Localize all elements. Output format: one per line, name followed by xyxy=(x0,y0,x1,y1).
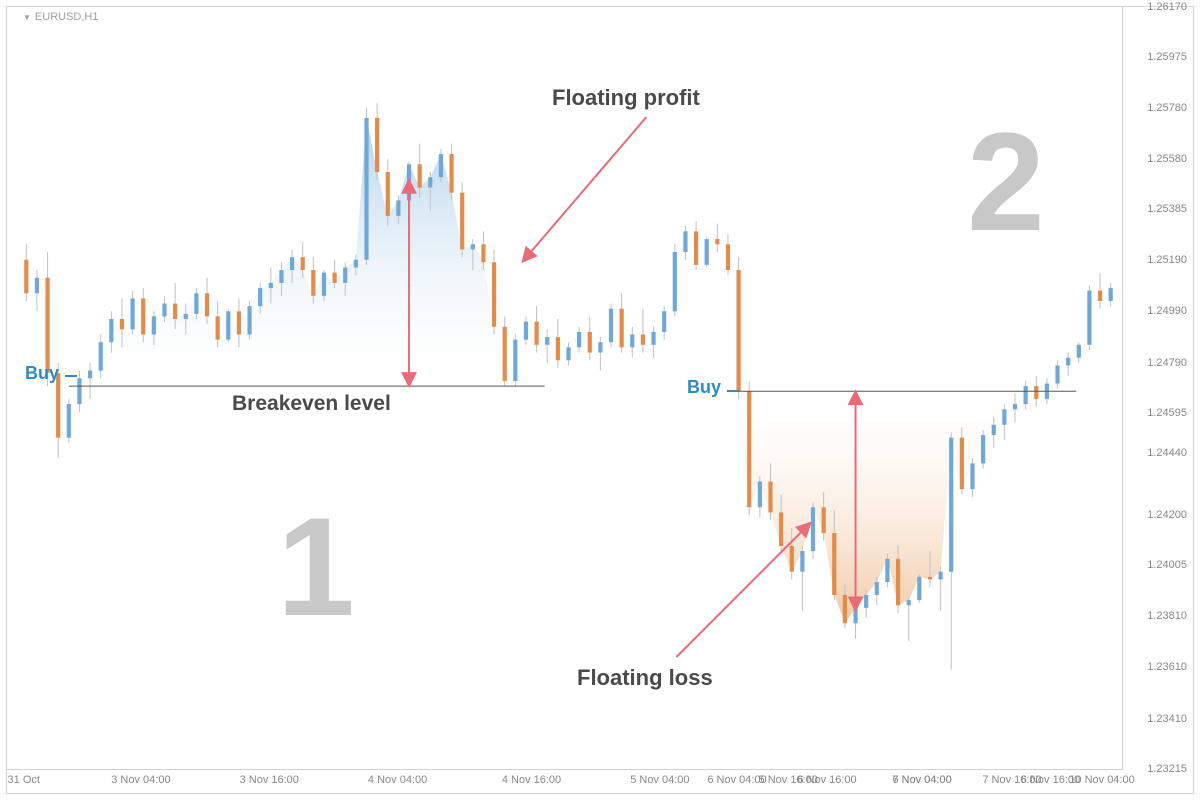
x-tick: 5 Nov 04:00 xyxy=(630,774,689,786)
y-tick: 1.23215 xyxy=(1147,763,1187,775)
y-tick: 1.25975 xyxy=(1147,51,1187,63)
y-tick: 1.24790 xyxy=(1147,357,1187,369)
y-tick: 1.26170 xyxy=(1147,1,1187,13)
chart-container: EURUSD,H1 1 2 Floatin xyxy=(6,6,1194,794)
buy-tick-2 xyxy=(727,390,739,392)
x-tick: 4 Nov 04:00 xyxy=(368,774,427,786)
x-tick: 31 Oct xyxy=(8,774,40,786)
y-tick: 1.24005 xyxy=(1147,559,1187,571)
x-tick: 7 Nov 04:00 xyxy=(892,774,951,786)
y-tick: 1.24595 xyxy=(1147,407,1187,419)
x-axis: 31 Oct 3 Nov 04:00 3 Nov 16:00 4 Nov 04:00 4… xyxy=(7,769,1123,793)
y-tick: 1.25190 xyxy=(1147,254,1187,266)
y-tick: 1.25580 xyxy=(1147,153,1187,165)
floating-loss-label: Floating loss xyxy=(577,665,713,691)
y-tick: 1.25780 xyxy=(1147,102,1187,114)
x-tick: 6 Nov 16:00 xyxy=(797,774,856,786)
buy-label-1: Buy xyxy=(25,363,59,384)
y-tick: 1.23810 xyxy=(1147,610,1187,622)
buy-tick-1 xyxy=(65,375,77,377)
y-tick: 1.23410 xyxy=(1147,713,1187,725)
x-tick: 6 Nov 04:00 xyxy=(707,774,766,786)
x-tick: 3 Nov 16:00 xyxy=(240,774,299,786)
region-number-2: 2 xyxy=(967,112,1045,252)
y-tick: 1.24440 xyxy=(1147,447,1187,459)
y-tick: 1.23610 xyxy=(1147,661,1187,673)
plot-area[interactable]: 1 2 Floating profit Floating loss Breake… xyxy=(7,7,1123,769)
x-tick: 7 Nov 16:00 xyxy=(982,774,1041,786)
x-tick: 4 Nov 16:00 xyxy=(502,774,561,786)
y-tick: 1.24200 xyxy=(1147,509,1187,521)
y-tick: 1.24990 xyxy=(1147,305,1187,317)
x-tick: 3 Nov 04:00 xyxy=(111,774,170,786)
y-tick: 1.25385 xyxy=(1147,203,1187,215)
floating-profit-label: Floating profit xyxy=(552,85,700,111)
x-tick: 10 Nov 04:00 xyxy=(1069,774,1134,786)
region-number-1: 1 xyxy=(277,497,355,637)
y-axis: 1.261701.259751.257801.255801.253851.251… xyxy=(1123,7,1193,769)
breakeven-label: Breakeven level xyxy=(232,392,391,416)
buy-label-2: Buy xyxy=(687,377,721,398)
candlestick-svg xyxy=(7,7,1122,769)
